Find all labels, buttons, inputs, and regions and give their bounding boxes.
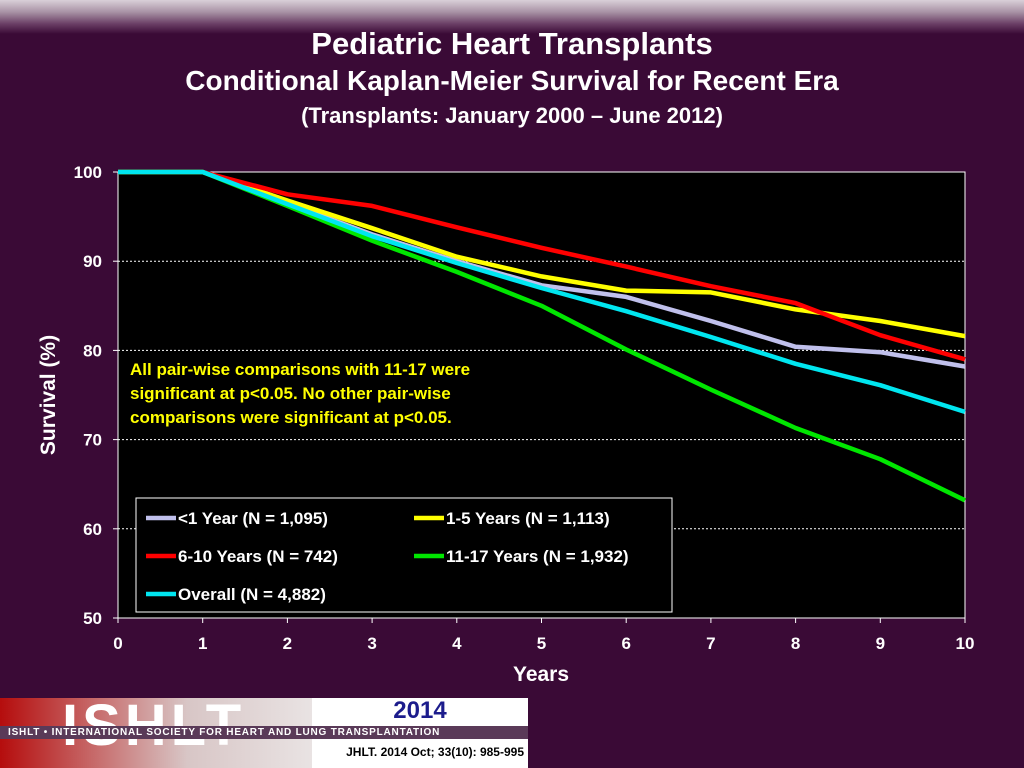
x-tick-label: 6 bbox=[621, 634, 630, 653]
annotation-line-2: significant at p<0.05. No other pair-wis… bbox=[130, 384, 451, 403]
series-line-4 bbox=[118, 169, 966, 415]
y-tick-label: 70 bbox=[83, 431, 102, 450]
annotation-line-1: All pair-wise comparisons with 11-17 wer… bbox=[130, 360, 470, 379]
page-subtitle: Conditional Kaplan-Meier Survival for Re… bbox=[185, 65, 839, 96]
x-tick-label: 2 bbox=[283, 634, 292, 653]
x-tick-label: 5 bbox=[537, 634, 546, 653]
legend-label-4: Overall (N = 4,882) bbox=[178, 585, 326, 604]
x-tick-label: 8 bbox=[791, 634, 800, 653]
page-title: Pediatric Heart Transplants bbox=[311, 26, 713, 61]
footer-org-name: ISHLT • INTERNATIONAL SOCIETY FOR HEART … bbox=[0, 726, 528, 739]
legend-label-1: 1-5 Years (N = 1,113) bbox=[446, 509, 610, 528]
top-gradient-band bbox=[0, 0, 1024, 34]
y-tick-label: 100 bbox=[74, 163, 102, 182]
footer-citation: JHLT. 2014 Oct; 33(10): 985-995 bbox=[312, 739, 528, 768]
legend: <1 Year (N = 1,095) 1-5 Years (N = 1,113)… bbox=[135, 497, 673, 613]
x-axis-label: Years bbox=[513, 663, 569, 686]
series-line-2 bbox=[118, 169, 966, 362]
footer-year-background bbox=[312, 698, 528, 726]
legend-label-0: <1 Year (N = 1,095) bbox=[178, 509, 328, 528]
y-tick-label: 80 bbox=[83, 341, 102, 360]
ishlt-logo: ISHLT bbox=[62, 692, 245, 759]
y-tick-label: 90 bbox=[83, 252, 102, 271]
footer-year: 2014 bbox=[393, 697, 447, 724]
x-tick-label: 10 bbox=[956, 634, 975, 653]
y-tick-label: 60 bbox=[83, 520, 102, 539]
title-block: Pediatric Heart Transplants Conditional … bbox=[0, 24, 1024, 134]
x-tick-label: 4 bbox=[452, 634, 462, 653]
survival-chart: 50 60 70 80 90 100 0 1 2 3 4 5 6 7 8 9 10 Years Survival… bbox=[37, 163, 975, 686]
x-tick-label: 1 bbox=[198, 634, 207, 653]
annotation-line-3: comparisons were significant at p<0.05. bbox=[130, 408, 452, 427]
legend-label-3: 11-17 Years (N = 1,932) bbox=[446, 547, 629, 566]
legend-box bbox=[135, 497, 673, 613]
x-tick-label: 3 bbox=[367, 634, 376, 653]
legend-label-2: 6-10 Years (N = 742) bbox=[178, 547, 338, 566]
y-tick-label: 50 bbox=[83, 609, 102, 628]
x-tick-label: 7 bbox=[706, 634, 715, 653]
annotation-text: All pair-wise comparisons with 11-17 wer… bbox=[130, 360, 475, 427]
x-tick-label: 0 bbox=[113, 634, 122, 653]
x-tick-label: 9 bbox=[876, 634, 885, 653]
y-axis-label: Survival (%) bbox=[37, 335, 60, 455]
page-subtitle-period: (Transplants: January 2000 – June 2012) bbox=[301, 103, 723, 128]
